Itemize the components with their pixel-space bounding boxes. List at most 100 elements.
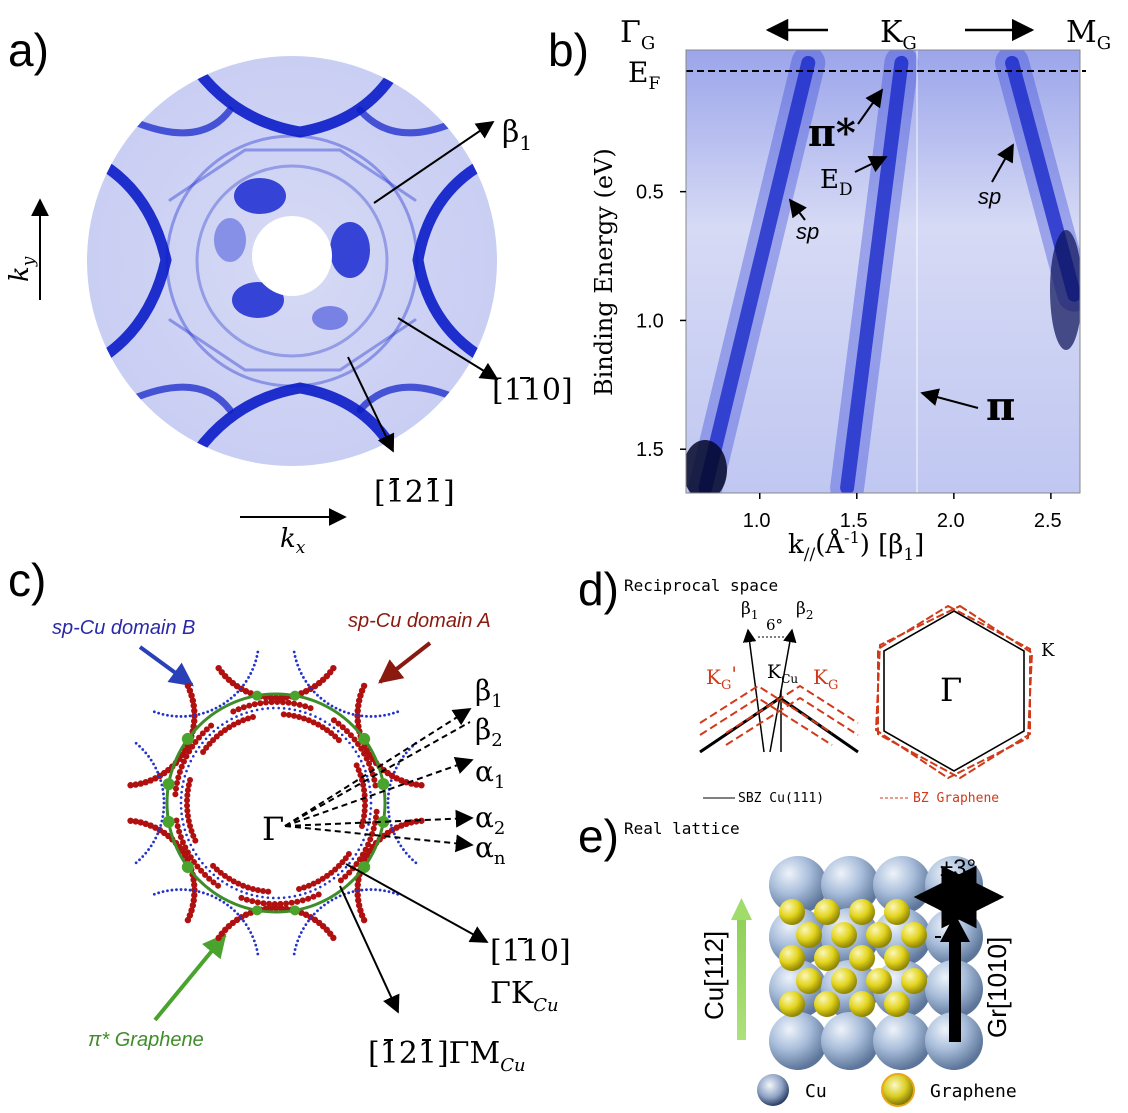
inner-blue-ring-dot	[182, 823, 185, 826]
inner-red-ring-b-1-dot	[265, 888, 272, 895]
inner-blue-ring-dot	[340, 869, 344, 873]
inner-blue-ring-dot	[197, 857, 201, 861]
domain-b-arc-4-dot	[206, 710, 210, 714]
inner-red-ring-a-3-dot	[192, 739, 199, 746]
domain-b-arc-0-dot	[404, 751, 408, 755]
inner-red-ring-b-4-dot	[300, 715, 307, 722]
inner-red-ring-b-0-dot	[315, 878, 322, 885]
inner-blue-ring-dot	[359, 759, 363, 763]
domain-b-arc-3-dot	[152, 762, 155, 766]
kg-chevron-a	[725, 684, 859, 734]
inner-red-ring-b-1-dot	[260, 888, 267, 895]
inner-red-ring-a-0-dot	[373, 808, 380, 815]
inner-red-ring-a-0-dot	[353, 860, 360, 867]
domain-b-arc-5-dot	[378, 714, 382, 718]
domain-b-arc-4-dot	[210, 708, 214, 712]
domain-b-arc-3-dot	[154, 836, 158, 840]
domain-b-arc-3-dot	[161, 788, 165, 791]
inner-red-ring-a-1-dot	[305, 895, 312, 902]
inner-blue-ring-dot	[245, 892, 248, 895]
inner-red-ring-a-4-dot	[296, 701, 303, 708]
graphene-k-point-6	[289, 905, 300, 916]
inner-red-ring-a-4-dot	[235, 706, 242, 713]
inner-red-ring-a-5-dot	[335, 720, 342, 727]
inner-blue-ring-dot	[362, 764, 365, 768]
inner-red-ring-a-2-dot	[215, 882, 222, 889]
domain-b-arc-4-dot	[201, 711, 205, 715]
pi-arrow	[920, 388, 979, 409]
inner-red-ring-b-1-dot	[240, 882, 247, 889]
domain-b-arc-5-dot	[309, 687, 313, 690]
inner-red-ring-b-3-dot	[245, 715, 252, 722]
domain-b-arc-4-dot	[157, 711, 161, 715]
alpha2-label: α2	[475, 801, 505, 839]
inner-red-ring-b-3-dot	[213, 733, 220, 740]
domain-b-arc-4-dot	[197, 712, 201, 716]
cu-atom	[769, 1012, 827, 1070]
graphene-legend-swatch	[881, 1073, 915, 1107]
inner-red-ring-b-1-dot	[226, 875, 233, 882]
panel-d-label: d)	[578, 563, 619, 615]
inner-red-ring-b-4-dot	[290, 712, 297, 719]
inner-red-ring-a-4-dot	[257, 700, 264, 707]
domain-b-arc-3-dot	[138, 744, 141, 748]
inner-blue-ring-dot	[351, 857, 355, 861]
graphene-atom	[814, 945, 840, 971]
domain-b-arc-3-dot	[162, 792, 165, 796]
graphene-atom	[796, 922, 822, 948]
domain-a-arc-0-dot	[354, 891, 361, 899]
beta2-c-label: β2	[475, 713, 503, 751]
domain-b-arc-0-dot	[397, 840, 400, 844]
domain-b-arc-0-dot	[386, 806, 390, 809]
domain-b-arc-2-dot	[233, 909, 236, 913]
domain-b-arc-0-dot	[399, 844, 403, 848]
inner-red-ring-a-4-dot	[279, 699, 286, 706]
domain-b-arc-4-dot	[179, 715, 183, 718]
domain-b-arc-1-dot	[312, 912, 316, 916]
inner-red-ring-b-5-dot	[360, 817, 367, 824]
domain-b-arc-4-dot	[244, 679, 248, 683]
inner-red-ring-a-5-dot	[343, 728, 350, 735]
domain-b-arc-1-dot	[391, 891, 395, 895]
inner-red-ring-a-1-dot	[277, 900, 284, 907]
domain-b-arc-3-dot	[157, 774, 161, 778]
inner-blue-ring-dot	[323, 883, 327, 886]
domain-b-arc-1-dot	[378, 888, 382, 892]
ky-label: ky	[5, 256, 39, 282]
domain-a-arc-5-dot	[403, 778, 410, 786]
domain-b-arc-4-dot	[242, 683, 245, 687]
inner-blue-ring-dot	[354, 750, 358, 753]
ef-label: EF	[628, 56, 660, 94]
inner-red-ring-a-3-dot	[183, 753, 190, 760]
inner-red-ring-a-1-dot	[288, 899, 295, 906]
inner-red-ring-b-5-dot	[361, 802, 368, 809]
domain-a-arc-2-dot	[191, 891, 198, 899]
domain-b-arc-3-dot	[159, 779, 163, 783]
sbz-legend-label: SBZ Cu(111)	[738, 791, 824, 806]
inner-blue-ring-dot	[255, 708, 259, 712]
graphene-atom	[884, 899, 910, 925]
domain-b-arc-1-dot	[302, 927, 305, 930]
inner-blue-ring-dot	[208, 733, 212, 737]
domain-a-label: sp-Cu domain A	[348, 610, 491, 632]
inner-blue-ring-dot	[304, 711, 307, 714]
domain-b-arc-2-dot	[244, 923, 248, 927]
inner-red-ring-b-0-dot	[310, 880, 317, 887]
graphene-atom	[831, 922, 857, 948]
dashed-rays	[284, 708, 474, 853]
inner-red-ring-a-4-dot	[285, 699, 292, 706]
domain-b-arc-1-dot	[304, 923, 308, 927]
inner-red-ring-b-2-dot	[190, 832, 197, 839]
domain-b-arc-2-dot	[239, 916, 243, 919]
inner-red-ring-a-1-dot	[238, 894, 245, 901]
domain-b-arc-1-dot	[365, 888, 368, 892]
graphene-atom	[796, 968, 822, 994]
domain-b-arc-4-dot	[256, 650, 260, 654]
inner-blue-ring-dot	[319, 885, 322, 889]
inner-blue-ring-dot	[181, 817, 184, 821]
gr-direction-label: Gr[1010]	[982, 937, 1012, 1038]
inner-red-ring-b-1-dot	[230, 878, 237, 885]
panel-e: e) Real lattice Cu[112] Gr[1010] ±3° Cu …	[578, 810, 1017, 1107]
domain-b-arc-4-dot	[166, 713, 169, 717]
domain-b-arc-2-dot	[218, 898, 222, 902]
